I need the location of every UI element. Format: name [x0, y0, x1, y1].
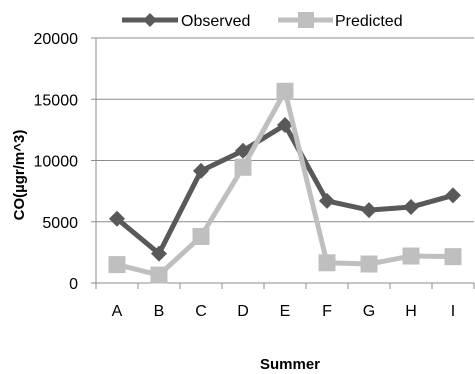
x-tick-label: I [451, 303, 455, 320]
data-point [276, 82, 294, 100]
data-point [361, 202, 377, 219]
x-tick-label: E [280, 303, 291, 320]
square-marker-icon [298, 12, 314, 28]
data-point [445, 187, 461, 204]
data-point [234, 158, 252, 176]
data-point [235, 142, 251, 159]
legend-item-predicted: Predicted [278, 12, 403, 30]
y-axis-title: CO(µgr/m^3) [11, 130, 28, 221]
data-point [319, 192, 335, 209]
y-tick-label: 15000 [34, 92, 79, 109]
data-point [150, 266, 168, 284]
y-tick-label: 5000 [42, 215, 78, 232]
data-point [402, 247, 420, 265]
data-point [192, 227, 210, 245]
y-tick-label: 0 [69, 276, 78, 293]
x-tick-label: G [363, 303, 375, 320]
data-point [109, 210, 125, 227]
diamond-marker-icon [143, 13, 157, 27]
legend: Observed Predicted [122, 12, 403, 30]
x-tick-label: B [154, 303, 165, 320]
y-tick-label: 20000 [34, 31, 79, 48]
x-tick-label: C [195, 303, 207, 320]
data-point [108, 256, 126, 274]
x-tick-label: F [322, 303, 332, 320]
x-tick-label: D [237, 303, 249, 320]
series-line [115, 122, 454, 257]
data-point [444, 248, 462, 266]
data-point [277, 116, 293, 133]
legend-label-observed: Observed [181, 13, 250, 30]
series-observed [109, 116, 461, 262]
tick-labels: 0 5000 10000 15000 20000 A B C D E F G H I [34, 31, 456, 320]
legend-label-predicted: Predicted [335, 13, 403, 30]
legend-item-observed: Observed [122, 13, 250, 30]
x-axis-title: Summer [260, 356, 320, 373]
data-point [403, 199, 419, 216]
data-point [193, 162, 209, 179]
x-tick-label: A [112, 303, 123, 320]
x-tick-label: H [405, 303, 417, 320]
series-layer [108, 82, 462, 284]
data-point [151, 245, 167, 262]
data-point [360, 255, 378, 273]
series-predicted [108, 82, 462, 284]
y-tick-label: 10000 [34, 154, 79, 171]
data-point [318, 254, 336, 272]
